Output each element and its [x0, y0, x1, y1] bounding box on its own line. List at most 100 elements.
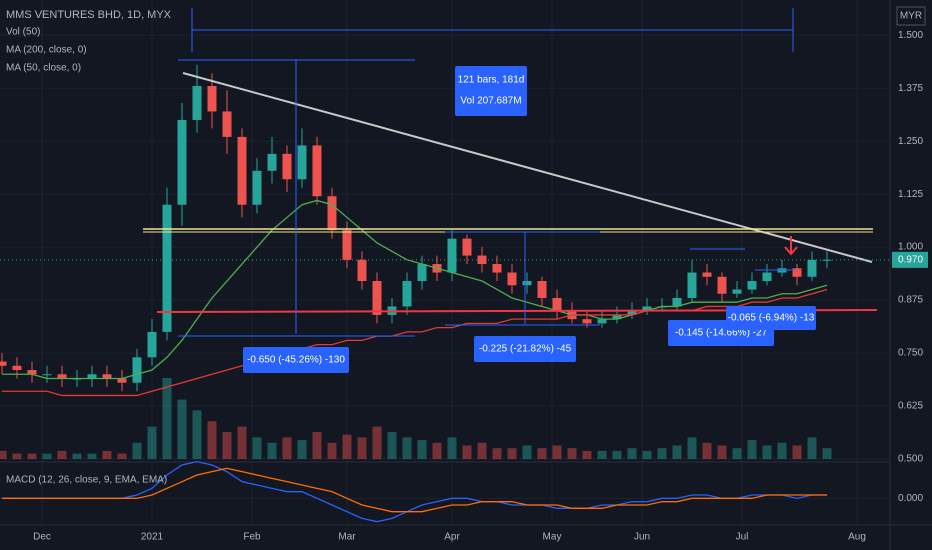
candle-body [462, 238, 472, 256]
candle-body [192, 86, 202, 120]
volume-bar [567, 448, 577, 459]
volume-bar [597, 450, 607, 459]
volume-bar [687, 437, 697, 459]
indicator-label: MACD (12, 26, close, 9, EMA, EMA) [6, 475, 167, 486]
volume-bar [147, 426, 157, 459]
volume-bar [372, 426, 382, 459]
candle-body [717, 276, 727, 294]
volume-bar [267, 442, 277, 459]
candle-body [147, 331, 157, 358]
candle-body [0, 361, 7, 366]
volume-bar [192, 410, 202, 459]
candle-body [672, 297, 682, 307]
volume-bar [252, 437, 262, 459]
candle-body [252, 170, 262, 205]
y-tick-label: 0.500 [898, 454, 923, 465]
volume-bar [702, 442, 712, 459]
volume-bar [612, 450, 622, 459]
candle-body [297, 145, 307, 180]
volume-bar [822, 448, 832, 459]
trend-line [182, 72, 873, 263]
volume-bar [162, 378, 172, 459]
candle-body [132, 357, 142, 383]
x-tick-label: Jun [634, 532, 650, 543]
indicator-line [2, 467, 827, 513]
volume-bar [237, 426, 247, 459]
volume-bar [747, 440, 757, 459]
candle-body [267, 153, 277, 171]
volume-bar [177, 399, 187, 459]
volume-bar [57, 450, 67, 459]
candle-body [282, 153, 292, 180]
candle-body [357, 259, 367, 282]
volume-bar [492, 448, 502, 459]
candle-body [117, 378, 127, 383]
y-tick-label: 1.375 [898, 83, 923, 94]
x-tick-label: May [543, 532, 562, 543]
chart-title: MMS VENTURES BHD, 1D, MYX [6, 9, 172, 21]
volume-bar [552, 445, 562, 459]
volume-bar [132, 442, 142, 459]
volume-bar [792, 445, 802, 459]
last-price-label: 0.970 [898, 254, 923, 265]
candle-body [57, 374, 67, 379]
candle-body [702, 272, 712, 277]
volume-bar [87, 453, 97, 459]
candle-body [162, 204, 172, 332]
volume-bar [762, 445, 772, 459]
volume-bar [102, 450, 112, 459]
x-tick-label: Apr [444, 532, 460, 543]
x-tick-label: Dec [33, 532, 51, 543]
volume-bar [582, 450, 592, 459]
x-tick-label: Mar [338, 532, 356, 543]
candle-body [207, 86, 217, 112]
annotation-box [455, 66, 527, 116]
candle-body [177, 119, 187, 205]
candle-body [27, 370, 37, 375]
x-tick-label: Jul [736, 532, 749, 543]
volume-bar [222, 432, 232, 459]
annotation: Vol 207.687M [460, 96, 521, 107]
indicator-line [2, 461, 827, 523]
volume-bar [387, 432, 397, 459]
currency-box [896, 6, 926, 26]
annotation: -0.145 (-14.66%) -27 [675, 328, 768, 339]
candle-body [687, 272, 697, 298]
indicator-label: MA (50, close, 0) [6, 63, 81, 74]
y-tick-label: 0.875 [898, 295, 923, 306]
candle-body [222, 111, 232, 137]
candle-body [12, 365, 22, 371]
candle-body [402, 281, 412, 307]
volume-bar [342, 434, 352, 459]
last-price-box [892, 251, 928, 268]
candle-body [327, 196, 337, 231]
volume-bar [27, 453, 37, 459]
x-tick-label: Feb [243, 532, 261, 543]
volume-bar [42, 453, 52, 459]
candle-body [342, 230, 352, 260]
x-tick-label: Aug [848, 532, 866, 543]
candle-body [747, 281, 757, 290]
volume-bar [357, 437, 367, 459]
volume-bar [447, 437, 457, 459]
candle-body [417, 264, 427, 282]
y-tick-label: 1.250 [898, 136, 923, 147]
annotation-box [243, 347, 349, 373]
volume-bar [282, 437, 292, 459]
y-tick-label: 1.125 [898, 189, 923, 200]
volume-bar [117, 453, 127, 459]
candle-body [732, 289, 742, 294]
candle-body [447, 238, 457, 273]
candle-body [822, 259, 832, 261]
candle-body [582, 319, 592, 324]
volume-bar [432, 442, 442, 459]
candle-body [522, 281, 532, 286]
indicator-label: Vol (50) [6, 27, 40, 38]
candle-body [477, 255, 487, 265]
annotation-boxes: 121 bars, 181d Vol 207.687M -0.650 (-45.… [243, 66, 816, 373]
y-tick-label: 0.750 [898, 348, 923, 359]
volume-bar [327, 442, 337, 459]
volume-bar [672, 445, 682, 459]
volume-bar [402, 437, 412, 459]
